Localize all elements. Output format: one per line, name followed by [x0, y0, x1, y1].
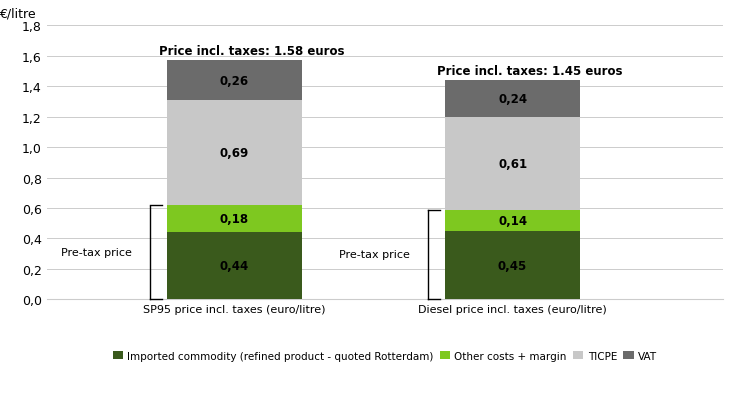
Text: 0,44: 0,44 [220, 260, 249, 273]
Text: 0,18: 0,18 [220, 213, 249, 226]
Bar [167, 233, 302, 300]
Legend: Imported commodity (refined product - quoted Rotterdam), Other costs + margin, T: Imported commodity (refined product - qu… [110, 348, 659, 363]
Text: 0,14: 0,14 [498, 214, 527, 227]
Text: 0,26: 0,26 [220, 74, 249, 88]
Bar [167, 101, 302, 205]
Bar [445, 210, 580, 231]
Text: 0,61: 0,61 [498, 157, 527, 170]
Bar [445, 81, 580, 117]
Text: Price incl. taxes: 1.58 euros: Price incl. taxes: 1.58 euros [159, 45, 345, 58]
Text: Pre-tax price: Pre-tax price [61, 247, 131, 258]
Bar [167, 61, 302, 101]
Bar [167, 205, 302, 233]
Bar [445, 231, 580, 300]
Text: 0,45: 0,45 [498, 259, 527, 272]
Bar [445, 117, 580, 210]
Text: Price incl. taxes: 1.45 euros: Price incl. taxes: 1.45 euros [437, 65, 623, 78]
Text: 0,69: 0,69 [220, 146, 249, 160]
Text: 0,24: 0,24 [498, 92, 527, 106]
Text: Pre-tax price: Pre-tax price [339, 250, 410, 260]
Text: €/litre: €/litre [0, 8, 36, 21]
